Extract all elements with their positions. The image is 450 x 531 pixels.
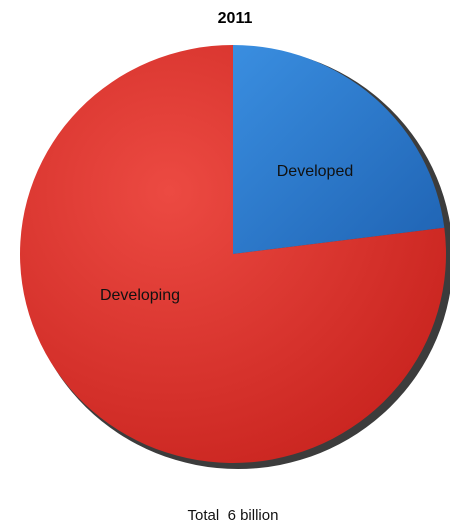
slice-label-developed: Developed bbox=[277, 163, 354, 180]
chart-title: 2011 bbox=[218, 10, 253, 27]
pie-slice-developed bbox=[233, 45, 445, 254]
total-label: Total 6 billion bbox=[188, 507, 279, 524]
slice-label-developing: Developing bbox=[100, 287, 180, 304]
pie-slice-developing bbox=[20, 45, 446, 464]
